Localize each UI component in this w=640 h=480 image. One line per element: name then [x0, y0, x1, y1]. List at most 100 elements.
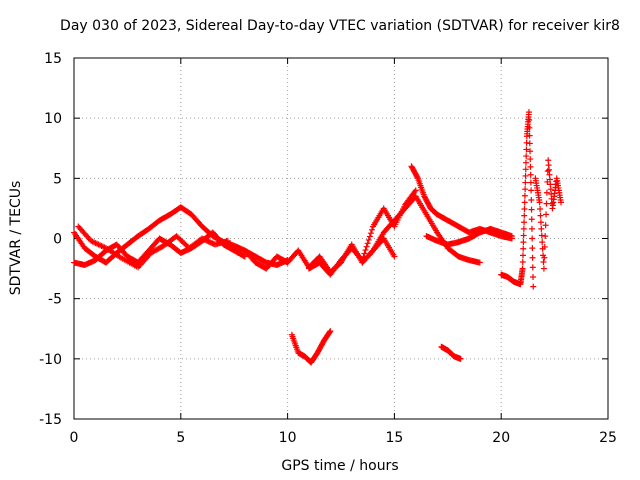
data-point	[529, 235, 536, 242]
data-point	[540, 265, 547, 272]
data-point	[530, 283, 537, 290]
data-point	[526, 140, 533, 147]
data-point	[528, 196, 535, 203]
y-tick-label: -5	[48, 292, 62, 308]
data-point	[327, 328, 334, 335]
data-point	[526, 124, 533, 131]
data-point	[519, 265, 526, 272]
data-point	[543, 189, 550, 196]
series-track-i	[498, 109, 537, 290]
data-point	[241, 253, 248, 260]
data-point	[522, 179, 529, 186]
data-point	[527, 156, 534, 163]
data-point	[367, 230, 374, 237]
data-point	[519, 258, 526, 265]
chart-title: Day 030 of 2023, Sidereal Day-to-day VTE…	[60, 18, 620, 34]
x-tick-label: 0	[70, 430, 79, 446]
data-point	[521, 206, 528, 213]
x-tick-label: 20	[492, 430, 510, 446]
data-point	[525, 109, 532, 116]
data-points	[71, 109, 565, 366]
y-tick-label: 5	[53, 171, 62, 187]
data-point	[541, 254, 548, 261]
series-track-c	[75, 223, 231, 271]
data-point	[526, 116, 533, 123]
data-point	[364, 240, 371, 247]
data-point	[522, 159, 529, 166]
data-point	[366, 233, 373, 240]
data-point	[391, 253, 398, 260]
data-point	[541, 243, 548, 250]
data-point	[539, 239, 546, 246]
series-track-d	[241, 235, 398, 276]
series-track-f	[359, 193, 483, 266]
data-point	[536, 199, 543, 206]
data-point	[365, 236, 372, 243]
data-point	[544, 168, 551, 175]
data-point	[526, 132, 533, 139]
data-point	[523, 146, 530, 153]
data-point	[522, 172, 529, 179]
data-point	[527, 179, 534, 186]
x-tick-label: 25	[599, 430, 617, 446]
data-point	[528, 206, 535, 213]
data-point	[520, 225, 527, 232]
data-point	[521, 212, 528, 219]
y-tick-label: -15	[39, 412, 62, 428]
y-tick-label: 10	[44, 111, 62, 127]
data-point	[362, 247, 369, 254]
series-track-b	[71, 229, 248, 268]
data-point	[522, 166, 529, 173]
x-axis-label: GPS time / hours	[281, 458, 398, 474]
data-point	[363, 243, 370, 250]
y-tick-label: -10	[39, 352, 62, 368]
data-point	[530, 274, 537, 281]
data-point	[521, 192, 528, 199]
data-point	[528, 216, 535, 223]
data-point	[521, 219, 528, 226]
y-tick-label: 0	[53, 232, 62, 248]
data-point	[521, 199, 528, 206]
data-point	[542, 233, 549, 240]
data-point	[520, 232, 527, 239]
data-point	[412, 187, 419, 194]
data-point	[527, 171, 534, 178]
data-point	[527, 163, 534, 170]
data-point	[520, 245, 527, 252]
data-point	[543, 200, 550, 207]
y-tick-label: 15	[44, 51, 62, 67]
data-point	[368, 248, 375, 255]
data-point	[558, 199, 565, 206]
data-point	[519, 252, 526, 259]
data-point	[537, 206, 544, 213]
data-point	[540, 258, 547, 265]
data-point	[527, 148, 534, 155]
data-point	[523, 153, 530, 160]
data-point	[522, 186, 529, 193]
data-point	[543, 211, 550, 218]
x-tick-label: 10	[279, 430, 297, 446]
data-point	[508, 233, 515, 240]
data-point	[326, 329, 333, 336]
data-point	[537, 219, 544, 226]
axis-ticks: 0 5 10 15 20 25 -15 -10 -5 0 5 10 15	[39, 51, 617, 446]
series-track-h	[423, 225, 515, 248]
data-point	[361, 250, 368, 257]
series-track-g	[408, 163, 515, 242]
series-track-k	[288, 328, 334, 366]
data-point	[414, 174, 421, 181]
data-point	[476, 259, 483, 266]
series-track-j	[532, 157, 565, 272]
data-point	[368, 226, 375, 233]
y-axis-label: SDTVAR / TECUs	[8, 181, 24, 296]
data-point	[523, 139, 530, 146]
data-point	[529, 245, 536, 252]
x-tick-label: 15	[385, 430, 403, 446]
data-point	[528, 187, 535, 194]
data-point	[240, 252, 247, 259]
data-point	[538, 225, 545, 232]
data-point	[542, 222, 549, 229]
data-point	[529, 264, 536, 271]
data-point	[224, 237, 231, 244]
